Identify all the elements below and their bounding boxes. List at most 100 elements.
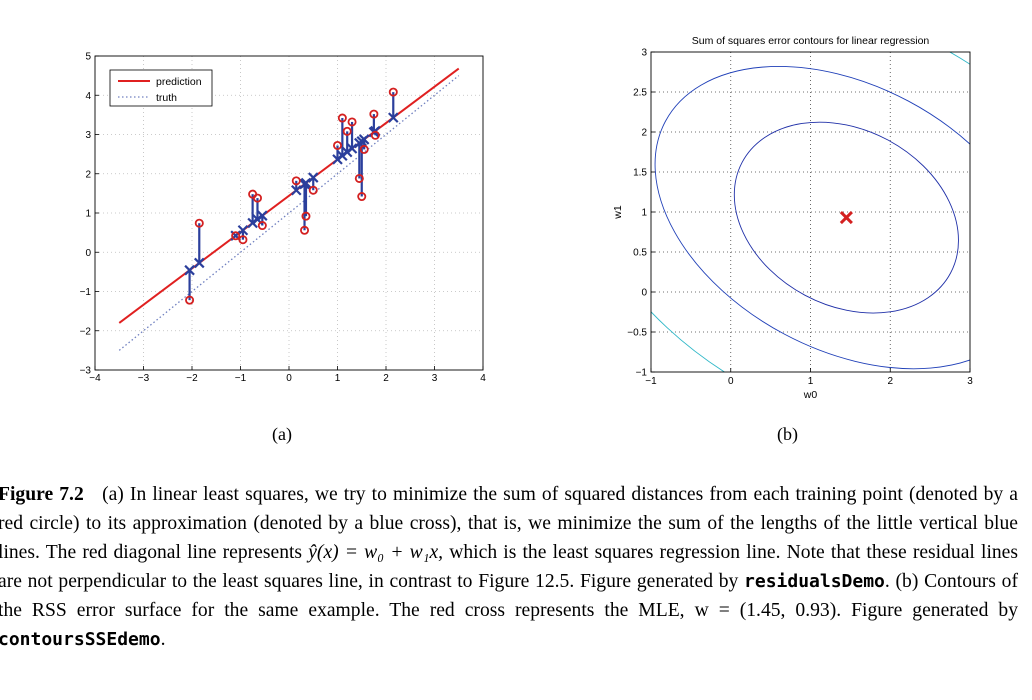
prediction-cross — [237, 224, 249, 236]
x-tick-label: 3 — [432, 373, 438, 384]
y-tick-label: 1 — [85, 209, 91, 220]
caption-text-2: which is the least squares regression li… — [0, 542, 1019, 592]
plot-frame — [94, 55, 484, 371]
cross-stroke — [346, 143, 358, 154]
y-tick-label: 0 — [641, 288, 647, 299]
data-point-circle — [252, 193, 262, 203]
caption-text-1: (a) In linear least squares, we try to m… — [0, 484, 1018, 563]
y-tick-label: 2.5 — [633, 88, 647, 99]
data-point-circle — [238, 235, 248, 245]
data-point-circle — [357, 192, 367, 202]
prediction-cross — [290, 185, 302, 196]
y-tick-label: 0.5 — [633, 248, 647, 259]
y-tick-label: −0.5 — [627, 328, 647, 339]
data-point-circle — [388, 87, 398, 97]
caption-text-5: . — [160, 629, 166, 650]
contour-line — [651, 52, 970, 372]
y-tick-label: −1 — [80, 287, 92, 298]
x-tick-label: 2 — [383, 373, 389, 384]
mle-cross — [839, 211, 853, 225]
x-tick-label: −1 — [235, 373, 247, 384]
prediction-cross — [358, 134, 370, 145]
data-point-circle — [194, 218, 204, 228]
y-tick-label: 3 — [85, 130, 91, 141]
caption-formula-1: ŷ(x) = w₀ + w₁x, — [308, 542, 444, 563]
cross-stroke — [358, 134, 370, 145]
y-tick-label: 2 — [85, 169, 91, 180]
figure-caption: Figure 7.2 (a) In linear least squares, … — [0, 480, 1018, 654]
y-tick-label: 5 — [85, 52, 91, 63]
prediction-cross — [184, 264, 195, 276]
data-point-circle — [300, 225, 310, 235]
prediction-cross — [300, 177, 312, 189]
legend-label-truth: truth — [156, 92, 177, 104]
chart-title: Sum of squares error contours for linear… — [692, 35, 930, 47]
data-point-circle — [347, 117, 357, 127]
y-tick-label: 3 — [641, 48, 647, 59]
cross-stroke — [387, 112, 399, 123]
prediction-line — [118, 67, 460, 324]
y-tick-label: −1 — [636, 368, 648, 379]
legend-box — [109, 69, 213, 107]
prediction-cross — [257, 210, 268, 221]
data-point-circle — [185, 295, 195, 305]
data-point-circle — [332, 140, 342, 150]
data-point-circle — [231, 231, 241, 241]
x-tick-label: 1 — [808, 376, 814, 387]
truth-line — [118, 75, 460, 351]
figure-panel-b: Sum of squares error contours for linear… — [515, 0, 1032, 460]
x-tick-label: 0 — [286, 373, 292, 384]
cross-stroke — [184, 264, 195, 276]
legend: prediction truth — [109, 69, 213, 107]
legend-label-prediction: prediction — [156, 76, 202, 88]
figure-panel-a: −4 −3 −2 −1 0 1 2 3 4 −3 −2 −1 0 1 2 3 4 5 prediction truth… — [0, 0, 515, 460]
y-tick-label: 4 — [85, 91, 91, 102]
caption-code-1: residualsDemo — [744, 571, 885, 592]
panel-a-label: (a) — [272, 424, 292, 444]
data-point-circle — [370, 130, 380, 140]
contour-group — [651, 52, 970, 372]
x-tick-label: 0 — [728, 376, 734, 387]
contour-line — [651, 52, 970, 372]
prediction-cross — [387, 112, 399, 123]
data-point-circle — [257, 221, 267, 231]
x-tick-label: −1 — [645, 376, 657, 387]
caption-text-3: . (b) Contours of the RSS error surface … — [0, 571, 1018, 621]
x-axis-label: w0 — [803, 389, 818, 401]
cross-stroke — [290, 185, 302, 196]
x-tick-label: 1 — [335, 373, 341, 384]
data-point-circle — [308, 185, 318, 195]
data-point-circle — [337, 113, 347, 123]
x-tick-label: 3 — [967, 376, 973, 387]
y-axis-label: w1 — [612, 205, 624, 220]
x-tick-label: 4 — [480, 373, 486, 384]
data-point-circle — [342, 126, 352, 136]
data-point-circle — [354, 173, 364, 183]
prediction-cross — [346, 143, 358, 154]
cross-stroke — [257, 210, 268, 221]
data-point-circle — [369, 109, 379, 119]
cross-stroke — [839, 211, 853, 225]
cross-stroke — [193, 257, 205, 269]
plot-frame — [650, 51, 971, 373]
contour-line — [654, 66, 970, 370]
prediction-cross — [193, 257, 205, 269]
caption-formula-2: w = (1.45, 0.93) — [694, 600, 837, 621]
y-tick-label: 1.5 — [633, 168, 647, 179]
y-tick-label: −2 — [80, 326, 92, 337]
y-tick-label: 0 — [85, 248, 91, 259]
cross-stroke — [307, 172, 319, 183]
caption-text-4: . Figure generated by — [836, 600, 1018, 621]
y-tick-label: 1 — [641, 208, 647, 219]
x-tick-label: 2 — [887, 376, 893, 387]
data-point-circle — [291, 176, 301, 186]
panel-b-label: (b) — [777, 424, 798, 444]
x-tick-label: −4 — [89, 373, 101, 384]
cross-stroke — [237, 224, 249, 236]
data-point-circle — [359, 144, 369, 154]
cross-stroke — [300, 177, 312, 189]
caption-code-2: contoursSSEdemo — [0, 629, 161, 650]
prediction-cross — [307, 172, 319, 183]
x-tick-label: −2 — [186, 373, 198, 384]
